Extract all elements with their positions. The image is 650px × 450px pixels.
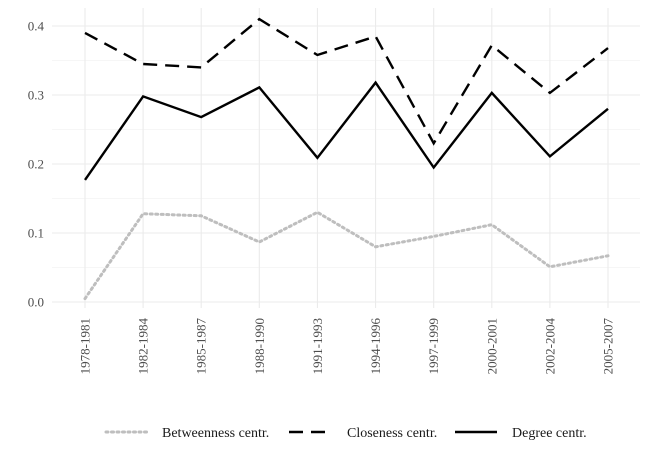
- x-tick-label: 1991-1993: [310, 318, 325, 374]
- x-tick-label: 1997-1999: [426, 318, 441, 374]
- y-axis-ticks: 0.0 0.1 0.2 0.3 0.4: [28, 19, 45, 310]
- x-tick-label: 2005-2007: [601, 318, 616, 375]
- grid: [52, 8, 640, 308]
- legend-label-degree-centr: Degree centr.: [512, 426, 587, 441]
- series-line-closeness-centr: [84, 17, 609, 146]
- y-tick-label: 0.1: [28, 226, 44, 241]
- y-tick-label: 0.0: [28, 295, 44, 310]
- x-tick-label: 1985-1987: [194, 318, 209, 375]
- series-line-degree-centr: [84, 80, 609, 181]
- x-tick-label: 1994-1996: [368, 318, 383, 375]
- legend-label-betweenness-centr: Betweenness centr.: [162, 426, 269, 441]
- series-line-betweenness-centr: [83, 210, 610, 301]
- x-tick-label: 2002-2004: [542, 318, 557, 375]
- x-tick-label: 2000-2001: [484, 318, 499, 374]
- x-tick-label: 1988-1990: [252, 318, 267, 374]
- legend: Betweenness centr. Closeness centr. Degree…: [104, 426, 587, 441]
- y-tick-label: 0.4: [28, 19, 45, 34]
- x-axis-ticks: 1978-1981 1982-1984 1985-1987 1988-1990 1991…: [78, 318, 616, 375]
- series-group: [83, 17, 610, 301]
- y-tick-label: 0.2: [28, 157, 44, 172]
- legend-label-closeness-centr: Closeness centr.: [347, 426, 437, 441]
- x-tick-label: 1982-1984: [136, 318, 151, 375]
- x-tick-label: 1978-1981: [78, 318, 93, 374]
- y-tick-label: 0.3: [28, 88, 44, 103]
